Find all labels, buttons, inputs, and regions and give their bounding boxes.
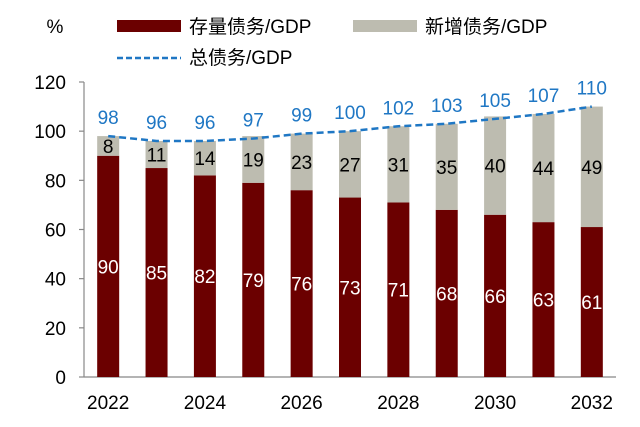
label-total-debt: 97: [243, 111, 264, 132]
bar-existing-debt: [435, 209, 458, 377]
bar-existing-debt: [339, 197, 361, 377]
legend-label-new-debt: 新增债务/GDP: [425, 16, 547, 38]
y-tick-label: 20: [45, 319, 66, 340]
bar-new-debt: [145, 141, 168, 169]
label-new-debt: 35: [436, 158, 457, 179]
label-new-debt: 19: [243, 150, 264, 171]
bar-existing-debt: [97, 155, 120, 377]
label-total-debt: 98: [98, 108, 119, 129]
legend-swatch-new-debt: [353, 20, 417, 32]
legend: 存量债务/GDP 新增债务/GDP 总债务/GDP: [117, 16, 547, 69]
y-tick-label: 80: [45, 171, 66, 192]
total-debt-line-path: [108, 105, 593, 143]
label-new-debt: 40: [485, 157, 506, 178]
label-new-debt: 23: [291, 153, 312, 174]
label-existing-debt: 71: [388, 281, 409, 302]
bar-existing-debt: [532, 222, 555, 377]
x-tick-label: 2024: [184, 393, 227, 414]
label-existing-debt: 63: [533, 291, 554, 312]
label-new-debt: 44: [533, 159, 555, 180]
bar-existing-debt: [290, 190, 313, 377]
bar-new-debt: [193, 141, 216, 176]
legend-label-existing-debt: 存量债务/GDP: [189, 16, 311, 38]
label-total-debt: 96: [194, 113, 215, 134]
bar-existing-debt: [242, 182, 265, 377]
label-new-debt: 27: [339, 155, 360, 176]
label-existing-debt: 68: [436, 284, 457, 305]
bar-existing-debt: [387, 202, 410, 377]
bar-new-debt: [97, 136, 120, 156]
x-tick-label: 2032: [571, 393, 613, 414]
y-tick-label: 40: [45, 270, 66, 291]
bar-existing-debt: [145, 168, 168, 377]
y-tick-label: 100: [34, 122, 66, 143]
label-existing-debt: 85: [146, 264, 167, 285]
label-existing-debt: 79: [243, 271, 264, 292]
bar-new-debt: [532, 113, 555, 223]
label-total-debt: 102: [383, 98, 415, 119]
label-total-debt: 110: [577, 79, 607, 100]
label-existing-debt: 73: [339, 278, 360, 299]
label-existing-debt: 90: [98, 257, 119, 278]
bars: [97, 106, 603, 377]
bar-new-debt: [580, 106, 603, 228]
bar-new-debt: [435, 123, 458, 210]
x-tick-label: 2022: [87, 393, 129, 414]
y-tick-label: 120: [34, 73, 66, 94]
label-existing-debt: 76: [291, 275, 312, 296]
bar-new-debt: [387, 126, 410, 203]
label-new-debt: 8: [103, 137, 114, 158]
label-existing-debt: 66: [485, 287, 506, 308]
y-tick-label: 0: [55, 368, 66, 389]
bar-existing-debt: [580, 227, 603, 377]
bar-existing-debt: [484, 214, 507, 377]
data-labels: 90 8 85 11 82 14 79 19 76 23 73 27 71 31 68 35 66 40 63 44 6…: [98, 79, 607, 314]
bar-existing-debt: [193, 175, 216, 377]
x-tick-label: 2026: [280, 393, 322, 414]
label-total-debt: 96: [146, 113, 167, 134]
x-tick-label: 2028: [377, 393, 419, 414]
label-total-debt: 103: [431, 96, 463, 117]
label-new-debt: 11: [147, 146, 167, 167]
label-total-debt: 107: [528, 86, 560, 107]
bar-new-debt: [290, 133, 313, 191]
x-tick-label: 2030: [474, 393, 516, 414]
legend-label-total-debt: 总债务/GDP: [189, 47, 292, 69]
label-total-debt: 105: [479, 91, 511, 112]
y-tick-label: 60: [45, 221, 66, 242]
label-total-debt: 99: [291, 106, 312, 127]
label-new-debt: 14: [194, 149, 216, 170]
label-existing-debt: 61: [581, 293, 602, 314]
bar-new-debt: [339, 131, 361, 198]
label-existing-debt: 82: [194, 267, 215, 288]
label-new-debt: 49: [581, 158, 602, 179]
label-total-debt: 100: [334, 103, 366, 124]
label-new-debt: 31: [388, 155, 409, 176]
total-debt-line: [108, 105, 593, 143]
bar-new-debt: [484, 116, 507, 215]
legend-swatch-existing-debt: [117, 20, 181, 32]
y-axis-unit-label: %: [47, 17, 64, 38]
bar-new-debt: [242, 136, 265, 183]
axes: 0 20 40 60 80 100 120 2022 2024 2026 2028 2030 2032: [34, 73, 616, 414]
